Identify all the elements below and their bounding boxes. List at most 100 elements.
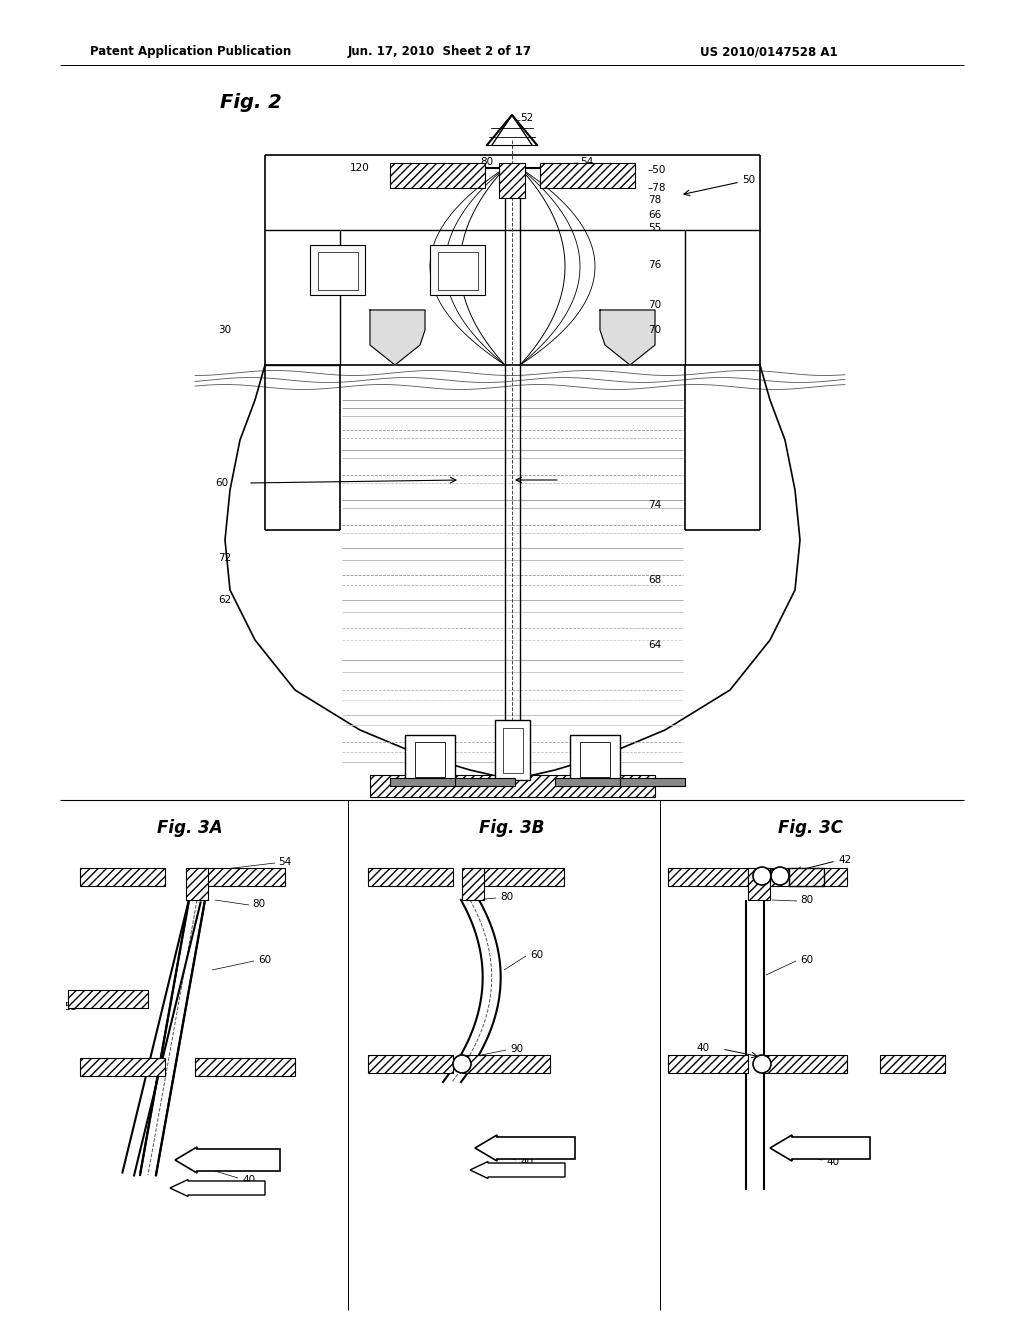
Bar (462, 1055, 550, 1073)
Text: 40: 40 (520, 1158, 534, 1167)
Bar (186, 869, 208, 900)
Bar (80, 869, 165, 886)
Bar (668, 869, 748, 886)
Bar (390, 162, 485, 187)
Text: 52: 52 (520, 114, 534, 123)
Text: Jun. 17, 2010  Sheet 2 of 17: Jun. 17, 2010 Sheet 2 of 17 (348, 45, 532, 58)
Bar (495, 719, 530, 780)
Text: 40: 40 (242, 1175, 255, 1185)
Bar (668, 1055, 748, 1073)
Bar (462, 869, 484, 900)
Text: 62: 62 (218, 595, 231, 605)
Bar (762, 869, 847, 886)
Bar (620, 777, 685, 785)
Bar (80, 1059, 165, 1076)
Text: 76: 76 (648, 260, 662, 271)
FancyArrow shape (175, 1147, 280, 1173)
Circle shape (771, 867, 790, 884)
Bar (762, 1055, 847, 1073)
Bar (368, 1055, 453, 1073)
Text: 78: 78 (648, 195, 662, 205)
FancyArrow shape (170, 1180, 265, 1196)
Bar (370, 775, 655, 797)
Text: Fig. 3B: Fig. 3B (479, 818, 545, 837)
FancyArrow shape (475, 1135, 575, 1162)
Text: –50: –50 (648, 165, 667, 176)
Text: 74: 74 (648, 500, 662, 510)
Bar (540, 162, 635, 187)
Circle shape (453, 1055, 471, 1073)
Text: 60: 60 (530, 950, 543, 960)
Text: 54: 54 (278, 857, 291, 867)
Bar (476, 869, 564, 886)
Bar (310, 246, 365, 294)
Text: 80: 80 (480, 157, 494, 168)
Bar (499, 162, 525, 198)
Bar (68, 990, 148, 1008)
Text: 90: 90 (510, 1044, 523, 1053)
Text: 60: 60 (215, 478, 228, 488)
Bar (80, 1059, 165, 1076)
Bar (762, 1055, 847, 1073)
Text: 70: 70 (648, 325, 662, 335)
Bar (580, 742, 610, 777)
Text: 54: 54 (580, 157, 593, 168)
Text: 60: 60 (258, 954, 271, 965)
Bar (880, 1055, 945, 1073)
Text: 50: 50 (742, 176, 755, 185)
Bar (748, 869, 770, 900)
Bar (668, 1055, 748, 1073)
Bar (368, 869, 453, 886)
Text: 80: 80 (500, 892, 513, 902)
Bar (195, 869, 285, 886)
Bar (415, 742, 445, 777)
Text: Patent Application Publication: Patent Application Publication (90, 45, 291, 58)
Polygon shape (370, 310, 425, 366)
Bar (390, 777, 460, 785)
Bar (540, 162, 635, 187)
Text: 60: 60 (800, 954, 813, 965)
Bar (476, 869, 564, 886)
Bar (318, 252, 358, 290)
Bar (455, 777, 515, 785)
Bar (499, 162, 525, 198)
FancyArrow shape (470, 1162, 565, 1179)
Bar (368, 869, 453, 886)
Bar (503, 729, 523, 774)
Text: Fig. 3A: Fig. 3A (158, 818, 223, 837)
Bar (762, 869, 847, 886)
Text: 55: 55 (63, 1002, 77, 1012)
Text: 42: 42 (838, 855, 851, 865)
Text: 120: 120 (350, 162, 370, 173)
Bar (748, 869, 770, 900)
Bar (390, 162, 485, 187)
Bar (370, 775, 655, 797)
Text: 72: 72 (218, 553, 231, 564)
Text: –78: –78 (648, 183, 667, 193)
FancyArrow shape (770, 1135, 870, 1162)
Bar (195, 1059, 295, 1076)
Bar (186, 869, 208, 900)
Circle shape (753, 1055, 771, 1073)
Text: 66: 66 (648, 210, 662, 220)
Bar (462, 1055, 550, 1073)
Bar (80, 869, 165, 886)
Bar (68, 990, 148, 1008)
Text: 70: 70 (648, 300, 662, 310)
Bar (880, 1055, 945, 1073)
Text: 80: 80 (252, 899, 265, 909)
Text: 68: 68 (648, 576, 662, 585)
Text: 40: 40 (826, 1158, 839, 1167)
Text: 64: 64 (648, 640, 662, 649)
Text: Fig. 2: Fig. 2 (220, 92, 282, 111)
Bar (438, 252, 478, 290)
Bar (195, 869, 285, 886)
Bar (570, 735, 620, 785)
Bar (406, 735, 455, 785)
Bar (368, 1055, 453, 1073)
Text: 40: 40 (696, 1043, 710, 1053)
Bar (462, 869, 484, 900)
Text: 55: 55 (648, 223, 662, 234)
Bar (195, 1059, 295, 1076)
Circle shape (753, 867, 771, 884)
